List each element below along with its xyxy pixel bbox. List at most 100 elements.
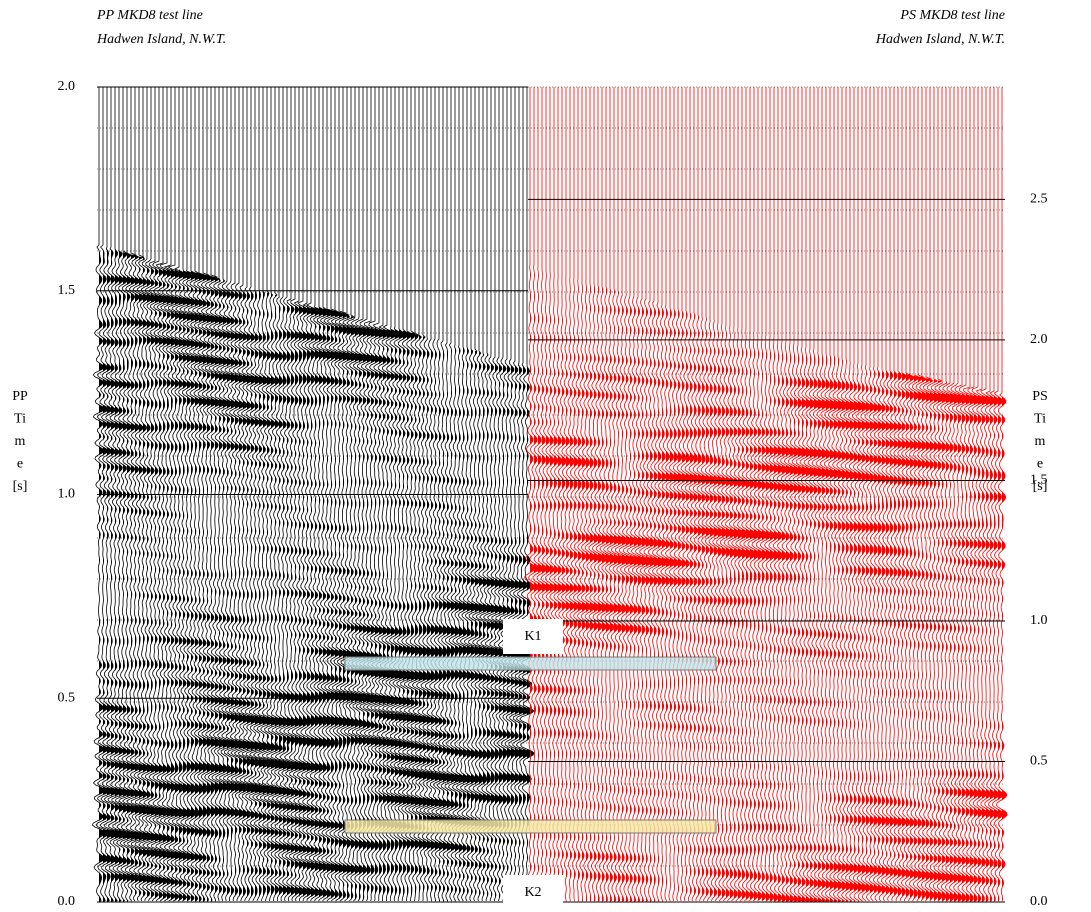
trace-fill	[994, 391, 999, 902]
trace-fill	[427, 337, 434, 902]
trace-fill	[846, 360, 852, 902]
trace-fill	[275, 294, 283, 903]
trace-fill	[123, 252, 132, 902]
trace-fill	[155, 261, 164, 902]
trace	[528, 87, 540, 902]
k2-horizon	[344, 819, 717, 834]
trace	[755, 87, 768, 902]
trace	[930, 87, 946, 902]
trace-fill	[271, 293, 279, 903]
trace-fill	[363, 319, 372, 903]
trace	[787, 87, 801, 902]
trace-fill	[375, 322, 384, 903]
trace-fill	[215, 278, 222, 902]
trace	[934, 87, 950, 902]
trace-fill	[982, 389, 988, 902]
trace-fill	[674, 308, 679, 902]
trace-fill	[658, 304, 664, 902]
trace-fill	[287, 298, 296, 902]
trace-fill	[207, 275, 214, 902]
trace-fill	[778, 340, 783, 902]
trace-fill	[794, 344, 800, 902]
trace	[783, 87, 796, 902]
y-axis-label: e	[17, 457, 23, 472]
trace-fill	[758, 334, 764, 902]
trace	[768, 87, 780, 902]
trace-fill	[894, 371, 899, 902]
trace-fill	[678, 310, 683, 902]
trace-fill	[371, 321, 380, 903]
trace-fill	[702, 317, 708, 902]
trace-fill	[351, 316, 360, 902]
trace	[723, 87, 737, 902]
trace-fill	[103, 246, 110, 902]
trace	[719, 87, 733, 902]
trace-fill	[790, 343, 796, 903]
trace-fill	[694, 314, 700, 902]
trace-fill	[690, 313, 696, 903]
trace	[680, 87, 692, 902]
trace-fill	[139, 256, 147, 902]
trace	[908, 87, 920, 902]
trace-fill	[878, 368, 883, 903]
trace-fill	[475, 350, 482, 903]
trace	[660, 87, 672, 902]
traces	[91, 87, 1008, 903]
k1-label: K1	[524, 629, 541, 644]
y-tick-label: 2.5	[1030, 192, 1048, 207]
trace	[759, 87, 772, 902]
trace-fill	[419, 335, 426, 902]
trace-fill	[279, 295, 288, 903]
trace-fill	[662, 305, 668, 902]
trace-fill	[291, 299, 300, 902]
trace-fill	[774, 338, 779, 902]
trace-fill	[451, 344, 458, 902]
trace-fill	[403, 330, 411, 902]
trace-fill	[650, 301, 657, 903]
trace-fill	[251, 288, 260, 902]
trace-fill	[391, 327, 399, 902]
trace-fill	[483, 353, 490, 903]
trace	[595, 87, 608, 902]
trace	[564, 87, 575, 902]
trace-fill	[578, 280, 583, 902]
k2-box	[503, 875, 563, 910]
trace	[889, 87, 899, 902]
trace-fill	[826, 354, 832, 902]
trace-fill	[151, 260, 160, 902]
trace-fill	[882, 369, 887, 902]
y-axis-label: PS	[1032, 389, 1048, 404]
trace-fill	[203, 274, 210, 902]
trace-fill	[806, 348, 812, 902]
trace	[532, 87, 544, 902]
trace-fill	[782, 341, 788, 902]
trace-fill	[167, 264, 175, 903]
trace-fill	[367, 320, 376, 903]
trace-fill	[415, 334, 423, 902]
trace-fill	[918, 376, 924, 903]
y-axis-label: [s]	[1033, 479, 1048, 494]
trace-fill	[582, 281, 587, 902]
trace	[610, 87, 626, 902]
trace-fill	[986, 390, 992, 902]
trace-fill	[295, 300, 303, 902]
trace-fill	[387, 326, 395, 902]
trace-fill	[379, 323, 388, 903]
trace	[799, 87, 813, 902]
trace-fill	[838, 358, 844, 902]
trace-fill	[399, 329, 408, 902]
trace	[764, 87, 776, 902]
trace-fill	[890, 371, 895, 902]
trace-fill	[195, 272, 202, 902]
y-tick-label: 0.5	[58, 690, 76, 705]
trace	[603, 87, 617, 901]
trace	[900, 87, 911, 902]
trace-fill	[447, 343, 455, 902]
trace-fill	[479, 351, 486, 903]
trace-fill	[223, 280, 231, 902]
trace-fill	[646, 300, 653, 902]
trace-fill	[762, 335, 768, 902]
trace-fill	[143, 257, 151, 902]
trace-fill	[227, 281, 235, 902]
y-tick-label: 2.0	[58, 79, 76, 94]
